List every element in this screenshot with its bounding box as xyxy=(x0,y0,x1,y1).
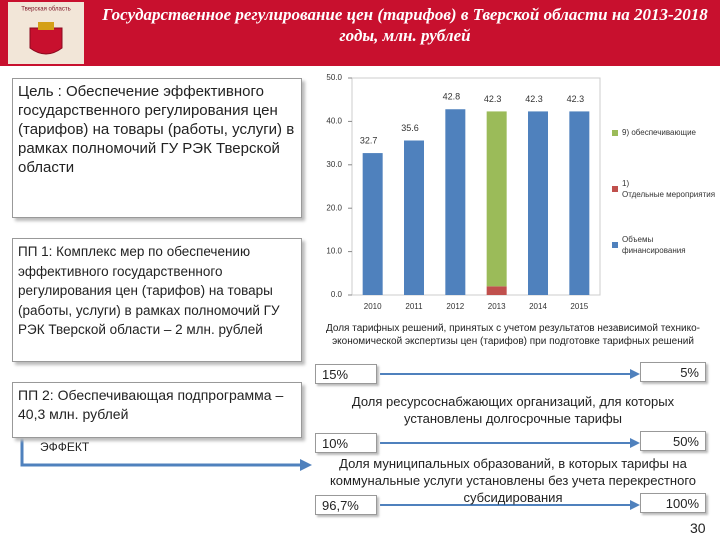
bar xyxy=(362,153,383,295)
emblem-label: Тверская область xyxy=(21,7,70,13)
legend-marker xyxy=(612,242,618,248)
bar xyxy=(445,109,466,295)
y-tick-label: 30.0 xyxy=(326,160,342,169)
legend-marker xyxy=(612,130,618,136)
legend-label: Объемы финансирования xyxy=(622,235,686,255)
bar xyxy=(569,111,590,295)
chart: 0.0 10.0 20.0 30.0 40.0 50.0 2010 32.7 2011 35.6 2… xyxy=(326,73,715,311)
pp2-box: ПП 2: Обеспечивающая подпрограмма – 40,3… xyxy=(12,382,302,438)
bar xyxy=(486,286,507,295)
goal-box: Цель : Обеспечение эффективного государс… xyxy=(12,78,302,218)
data-label: 42.3 xyxy=(484,94,502,104)
x-tick-label: 2013 xyxy=(488,302,506,311)
header-band xyxy=(0,0,720,66)
indicator-from: 96,7% xyxy=(315,495,377,515)
legend-label: 9) обеспечивающие xyxy=(622,128,697,137)
y-tick-label: 40.0 xyxy=(326,117,342,126)
legend-label: 1) Отдельные мероприятия xyxy=(622,179,715,199)
y-tick-label: 50.0 xyxy=(326,73,342,82)
y-tick-label: 0.0 xyxy=(331,290,343,299)
legend-label-line: Отдельные мероприятия xyxy=(622,190,715,199)
emblem-shield xyxy=(29,27,63,55)
effect-label: ЭФФЕКТ xyxy=(40,440,90,454)
indicator-text: Доля муниципальных образований, в которы… xyxy=(329,456,697,505)
indicator-arrowhead xyxy=(630,369,640,379)
effect-arrowhead xyxy=(300,459,312,471)
x-tick-label: 2012 xyxy=(446,302,464,311)
bar xyxy=(404,140,424,295)
data-label: 35.6 xyxy=(401,123,419,133)
page-number: 30 xyxy=(690,520,706,536)
indicator-from: 15% xyxy=(315,364,377,384)
legend-marker xyxy=(612,186,618,192)
data-label: 32.7 xyxy=(360,135,378,145)
indicator-from: 10% xyxy=(315,433,377,453)
indicator-arrowhead xyxy=(630,500,640,510)
x-tick-label: 2010 xyxy=(364,302,382,311)
indicator-to: 5% xyxy=(640,362,706,382)
data-label: 42.3 xyxy=(525,94,543,104)
legend-label-line: Объемы xyxy=(622,235,653,244)
indicator-text: Доля ресурсоснабжающих организаций, для … xyxy=(351,394,675,426)
data-label: 42.3 xyxy=(567,94,585,104)
pp1-box: ПП 1: Комплекс мер по обеспечению эффект… xyxy=(12,238,302,362)
legend-label-line: финансирования xyxy=(622,246,686,255)
x-tick-label: 2011 xyxy=(405,302,423,311)
indicator-to: 50% xyxy=(640,431,706,451)
x-tick-label: 2014 xyxy=(529,302,547,311)
data-label: 42.8 xyxy=(443,92,461,102)
bar xyxy=(486,111,507,287)
y-tick-label: 20.0 xyxy=(326,203,342,212)
indicator-text: Доля тарифных решений, принятых с учетом… xyxy=(326,323,700,347)
legend-label-line: 1) xyxy=(622,179,629,188)
y-tick-label: 10.0 xyxy=(326,247,342,256)
emblem-crown xyxy=(38,22,54,30)
title: Государственное регулирование цен (тариф… xyxy=(102,5,708,45)
x-tick-label: 2015 xyxy=(570,302,588,311)
indicator-to: 100% xyxy=(640,493,706,513)
bar xyxy=(528,111,548,295)
indicator-arrowhead xyxy=(630,438,640,448)
plot-area xyxy=(351,77,601,296)
